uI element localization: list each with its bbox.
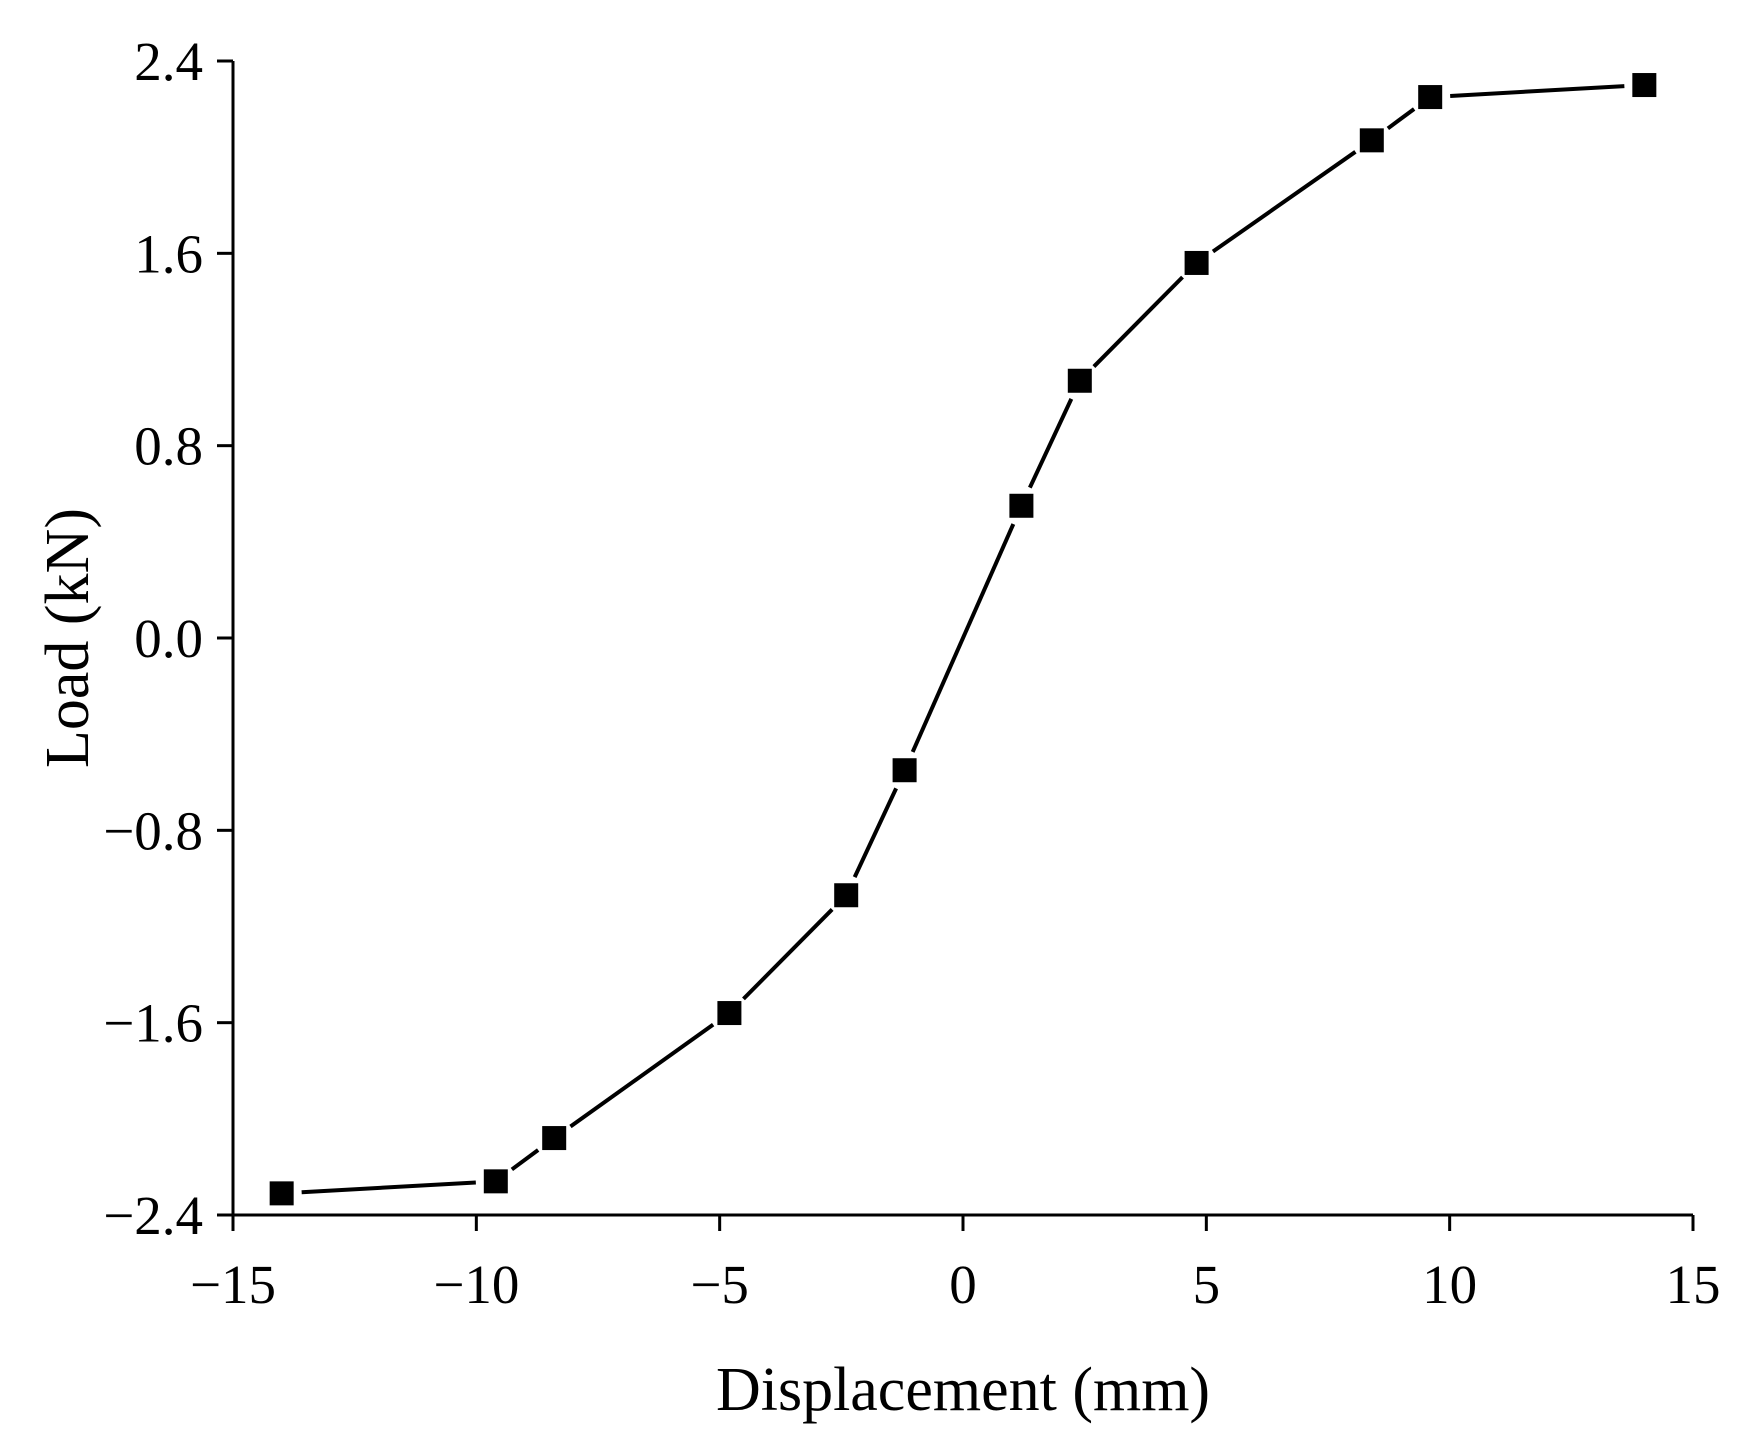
data-point [269,1181,294,1206]
series-line-segment [1386,107,1416,131]
data-point [1359,128,1384,153]
x-tick-label: 10 [1422,1254,1477,1315]
series [269,73,1657,1206]
series-line-segment [910,523,1016,753]
data-point [1184,250,1209,275]
data-point [542,1126,567,1151]
data-point [892,758,917,783]
y-axis-title: Load (kN) [34,508,102,768]
x-tick-label: −10 [433,1254,519,1315]
x-tick-label: 5 [1193,1254,1221,1315]
data-point [1632,73,1657,98]
series-line-segment [852,787,898,878]
series-line-segment [569,1023,715,1129]
series-line-segment [1211,150,1357,254]
x-axis-title: Displacement (mm) [716,1356,1210,1424]
y-tick-label: 0.0 [134,608,203,669]
series-line-segment [1092,275,1184,368]
data-point [1009,493,1034,518]
data-point [834,883,859,908]
y-tick-label: 2.4 [134,31,203,92]
data-point [483,1169,508,1194]
y-tick-label: −1.6 [103,993,203,1054]
data-point [717,1001,742,1026]
y-tick-label: 0.8 [134,416,203,477]
axis-labels: Displacement (mm) Load (kN) [34,508,1210,1424]
axes: −15 −10 −5 0 5 10 15 −2.4 −1.6 −0.8 0.0 0.8 1.6 2.4 [103,31,1720,1315]
series-line-segment [510,1148,540,1172]
y-tick-label: −0.8 [103,800,203,861]
x-tick-label: 15 [1666,1254,1721,1315]
x-tick-label: −5 [690,1254,749,1315]
series-line-segment [1450,84,1625,98]
series-line-segment [301,1180,476,1195]
data-point [1418,85,1443,110]
y-tick-label: −2.4 [103,1185,203,1246]
y-tick-label: 1.6 [134,223,203,284]
series-line-segment [742,908,834,1001]
x-tick-label: 0 [949,1254,977,1315]
x-tick-label: −15 [190,1254,276,1315]
series-line-segment [1028,398,1074,489]
data-point [1067,368,1092,393]
